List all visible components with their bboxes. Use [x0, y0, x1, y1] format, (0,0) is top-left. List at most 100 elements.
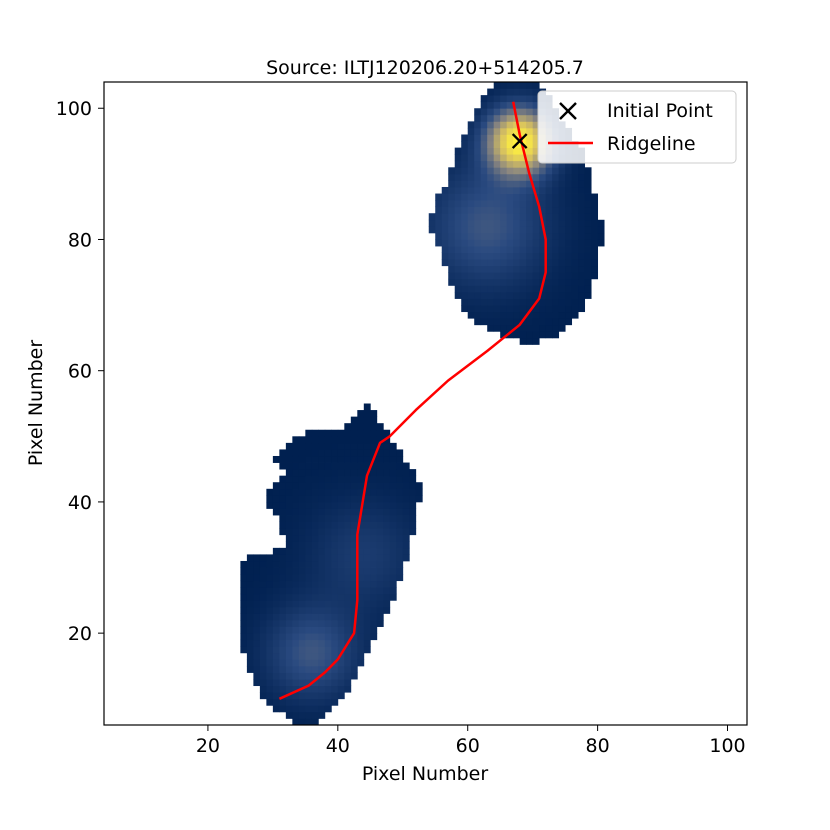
heatmap-cell: [331, 679, 339, 687]
heatmap-cell: [266, 646, 274, 654]
heatmap-cell: [266, 613, 274, 621]
heatmap-cell: [513, 311, 521, 319]
heatmap-cell: [519, 305, 527, 313]
heatmap-cell: [318, 528, 326, 536]
heatmap-cell: [311, 698, 319, 706]
heatmap-cell: [292, 547, 300, 555]
heatmap-cell: [545, 200, 553, 208]
heatmap-cell: [383, 495, 391, 503]
heatmap-cell: [532, 265, 540, 273]
heatmap-cell: [331, 672, 339, 680]
heatmap-cell: [279, 626, 287, 634]
heatmap-cell: [591, 239, 599, 247]
heatmap-cell: [305, 455, 313, 463]
heatmap-cell: [584, 186, 592, 194]
heatmap-cell: [513, 193, 521, 201]
heatmap-cell: [331, 580, 339, 588]
heatmap-cell: [331, 501, 339, 509]
heatmap-cell: [350, 659, 358, 667]
heatmap-cell: [513, 239, 521, 247]
heatmap-cell: [565, 160, 573, 168]
heatmap-cell: [539, 259, 547, 267]
heatmap-cell: [396, 515, 404, 522]
heatmap-cell: [513, 173, 521, 181]
heatmap-cell: [480, 278, 488, 286]
x-tick-label: 60: [456, 735, 480, 757]
heatmap-cell: [467, 200, 475, 208]
heatmap-cell: [253, 679, 261, 687]
heatmap-cell: [513, 259, 521, 267]
heatmap-cell: [318, 554, 326, 562]
heatmap-cell: [305, 620, 313, 627]
heatmap-cell: [246, 580, 254, 588]
heatmap-cell: [571, 186, 579, 194]
heatmap-cell: [357, 455, 365, 463]
heatmap-cell: [461, 219, 469, 227]
heatmap-cell: [305, 567, 313, 575]
heatmap-cell: [474, 252, 482, 260]
heatmap-cell: [467, 206, 475, 214]
heatmap-cell: [474, 298, 482, 306]
heatmap-cell: [448, 259, 456, 267]
heatmap-cell: [311, 501, 319, 509]
heatmap-cell: [565, 226, 573, 234]
heatmap-cell: [324, 488, 332, 496]
heatmap-cell: [506, 331, 514, 339]
heatmap-cell: [324, 521, 332, 529]
heatmap-cell: [480, 154, 488, 162]
heatmap-cell: [266, 679, 274, 687]
heatmap-cell: [545, 311, 553, 319]
heatmap-cell: [246, 646, 254, 654]
heatmap-cell: [565, 246, 573, 253]
heatmap-cell: [389, 475, 397, 483]
heatmap-cell: [461, 298, 469, 306]
heatmap-cell: [344, 665, 352, 673]
heatmap-cell: [344, 488, 352, 496]
heatmap-cell: [376, 528, 384, 536]
heatmap-cell: [285, 698, 293, 706]
heatmap-cell: [539, 265, 547, 273]
heatmap-cell: [331, 429, 339, 437]
heatmap-cell: [240, 639, 248, 647]
heatmap-cell: [311, 462, 319, 470]
heatmap-cell: [448, 265, 456, 273]
heatmap-cell: [311, 692, 319, 700]
heatmap-cell: [506, 318, 514, 326]
heatmap-cell: [337, 567, 345, 575]
heatmap-cell: [350, 567, 358, 575]
heatmap-cell: [350, 672, 358, 680]
heatmap-cell: [279, 501, 287, 509]
heatmap-cell: [363, 606, 371, 614]
heatmap-cell: [402, 495, 410, 503]
heatmap-cell: [318, 495, 326, 503]
heatmap-cell: [363, 403, 371, 411]
heatmap-cell: [526, 331, 534, 339]
heatmap-cell: [331, 482, 339, 490]
heatmap-cell: [311, 652, 319, 660]
heatmap-cell: [305, 547, 313, 555]
heatmap-cell: [370, 501, 378, 509]
heatmap-cell: [292, 560, 300, 568]
heatmap-cell: [318, 646, 326, 654]
heatmap-cell: [474, 154, 482, 162]
heatmap-cell: [292, 718, 300, 725]
heatmap-cell: [396, 521, 404, 529]
heatmap-cell: [318, 547, 326, 555]
heatmap-cell: [331, 698, 339, 706]
plot-frame: [103, 81, 748, 726]
heatmap-cell: [266, 600, 274, 608]
heatmap-cell: [402, 475, 410, 483]
heatmap-cell: [350, 613, 358, 621]
heatmap-cell: [454, 186, 462, 194]
heatmap-cell: [311, 672, 319, 680]
heatmap-cell: [337, 613, 345, 621]
heatmap-cell: [526, 95, 534, 103]
heatmap-cell: [337, 436, 345, 444]
heatmap-cell: [519, 154, 527, 162]
heatmap-cell: [350, 554, 358, 562]
heatmap-cell: [279, 679, 287, 687]
heatmap-cell: [272, 639, 280, 647]
heatmap-cell: [292, 521, 300, 529]
heatmap-cell: [565, 200, 573, 208]
heatmap-cell: [363, 593, 371, 601]
